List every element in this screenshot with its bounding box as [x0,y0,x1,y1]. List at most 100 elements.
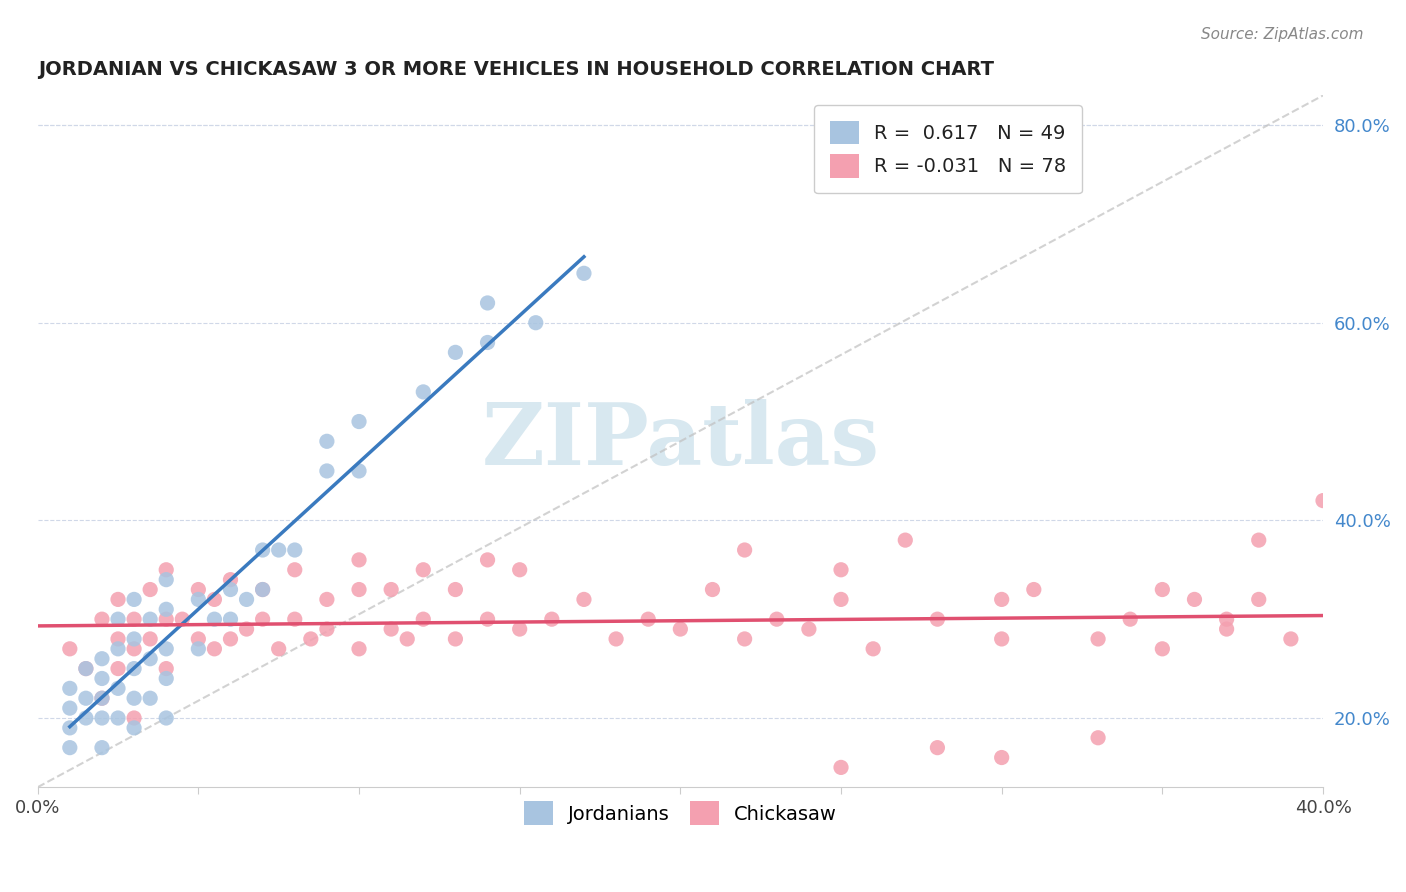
Point [155,711,177,725]
Point [107,681,129,696]
Point [139,582,162,597]
Point [107,632,129,646]
Point [830,760,852,774]
Point [1184,592,1206,607]
Point [927,612,949,626]
Point [59,740,82,755]
Point [59,721,82,735]
Point [75,662,97,676]
Point [396,632,419,646]
Point [252,582,274,597]
Point [347,464,370,478]
Point [155,641,177,656]
Point [990,592,1012,607]
Point [1087,731,1109,745]
Point [155,672,177,686]
Point [412,612,434,626]
Point [1247,533,1270,548]
Point [155,612,177,626]
Point [572,592,595,607]
Point [91,612,114,626]
Point [155,662,177,676]
Point [1022,582,1045,597]
Point [75,711,97,725]
Point [284,563,307,577]
Point [91,691,114,706]
Point [315,464,337,478]
Point [412,384,434,399]
Point [412,563,434,577]
Point [669,622,692,636]
Point [830,592,852,607]
Point [702,582,724,597]
Point [107,641,129,656]
Point [380,582,402,597]
Point [252,612,274,626]
Point [75,662,97,676]
Point [765,612,787,626]
Point [524,316,547,330]
Point [219,573,242,587]
Point [187,632,209,646]
Point [299,632,322,646]
Point [122,691,145,706]
Point [540,612,562,626]
Point [1215,612,1237,626]
Point [605,632,627,646]
Point [122,632,145,646]
Point [107,612,129,626]
Point [477,296,499,310]
Point [1152,641,1174,656]
Point [59,641,82,656]
Point [107,592,129,607]
Point [59,701,82,715]
Point [1152,582,1174,597]
Point [477,335,499,350]
Point [315,622,337,636]
Point [267,543,290,558]
Point [122,612,145,626]
Point [75,691,97,706]
Point [122,641,145,656]
Point [284,612,307,626]
Point [122,711,145,725]
Point [572,266,595,280]
Point [107,662,129,676]
Point [139,632,162,646]
Point [122,662,145,676]
Text: ZIPatlas: ZIPatlas [481,400,879,483]
Point [204,612,226,626]
Text: Source: ZipAtlas.com: Source: ZipAtlas.com [1201,27,1364,42]
Point [509,622,531,636]
Point [1087,632,1109,646]
Point [862,641,884,656]
Point [284,543,307,558]
Point [235,622,257,636]
Point [139,691,162,706]
Point [187,582,209,597]
Point [315,592,337,607]
Point [734,543,756,558]
Legend: Jordanians, Chickasaw: Jordanians, Chickasaw [516,794,845,833]
Point [235,592,257,607]
Point [219,612,242,626]
Point [219,632,242,646]
Text: JORDANIAN VS CHICKASAW 3 OR MORE VEHICLES IN HOUSEHOLD CORRELATION CHART: JORDANIAN VS CHICKASAW 3 OR MORE VEHICLE… [38,60,994,78]
Point [122,721,145,735]
Point [139,651,162,665]
Point [252,543,274,558]
Point [734,632,756,646]
Point [347,641,370,656]
Point [380,622,402,636]
Point [990,632,1012,646]
Point [347,415,370,429]
Point [347,553,370,567]
Point [347,582,370,597]
Point [91,740,114,755]
Point [91,651,114,665]
Point [172,612,194,626]
Point [155,563,177,577]
Point [477,553,499,567]
Point [509,563,531,577]
Point [122,592,145,607]
